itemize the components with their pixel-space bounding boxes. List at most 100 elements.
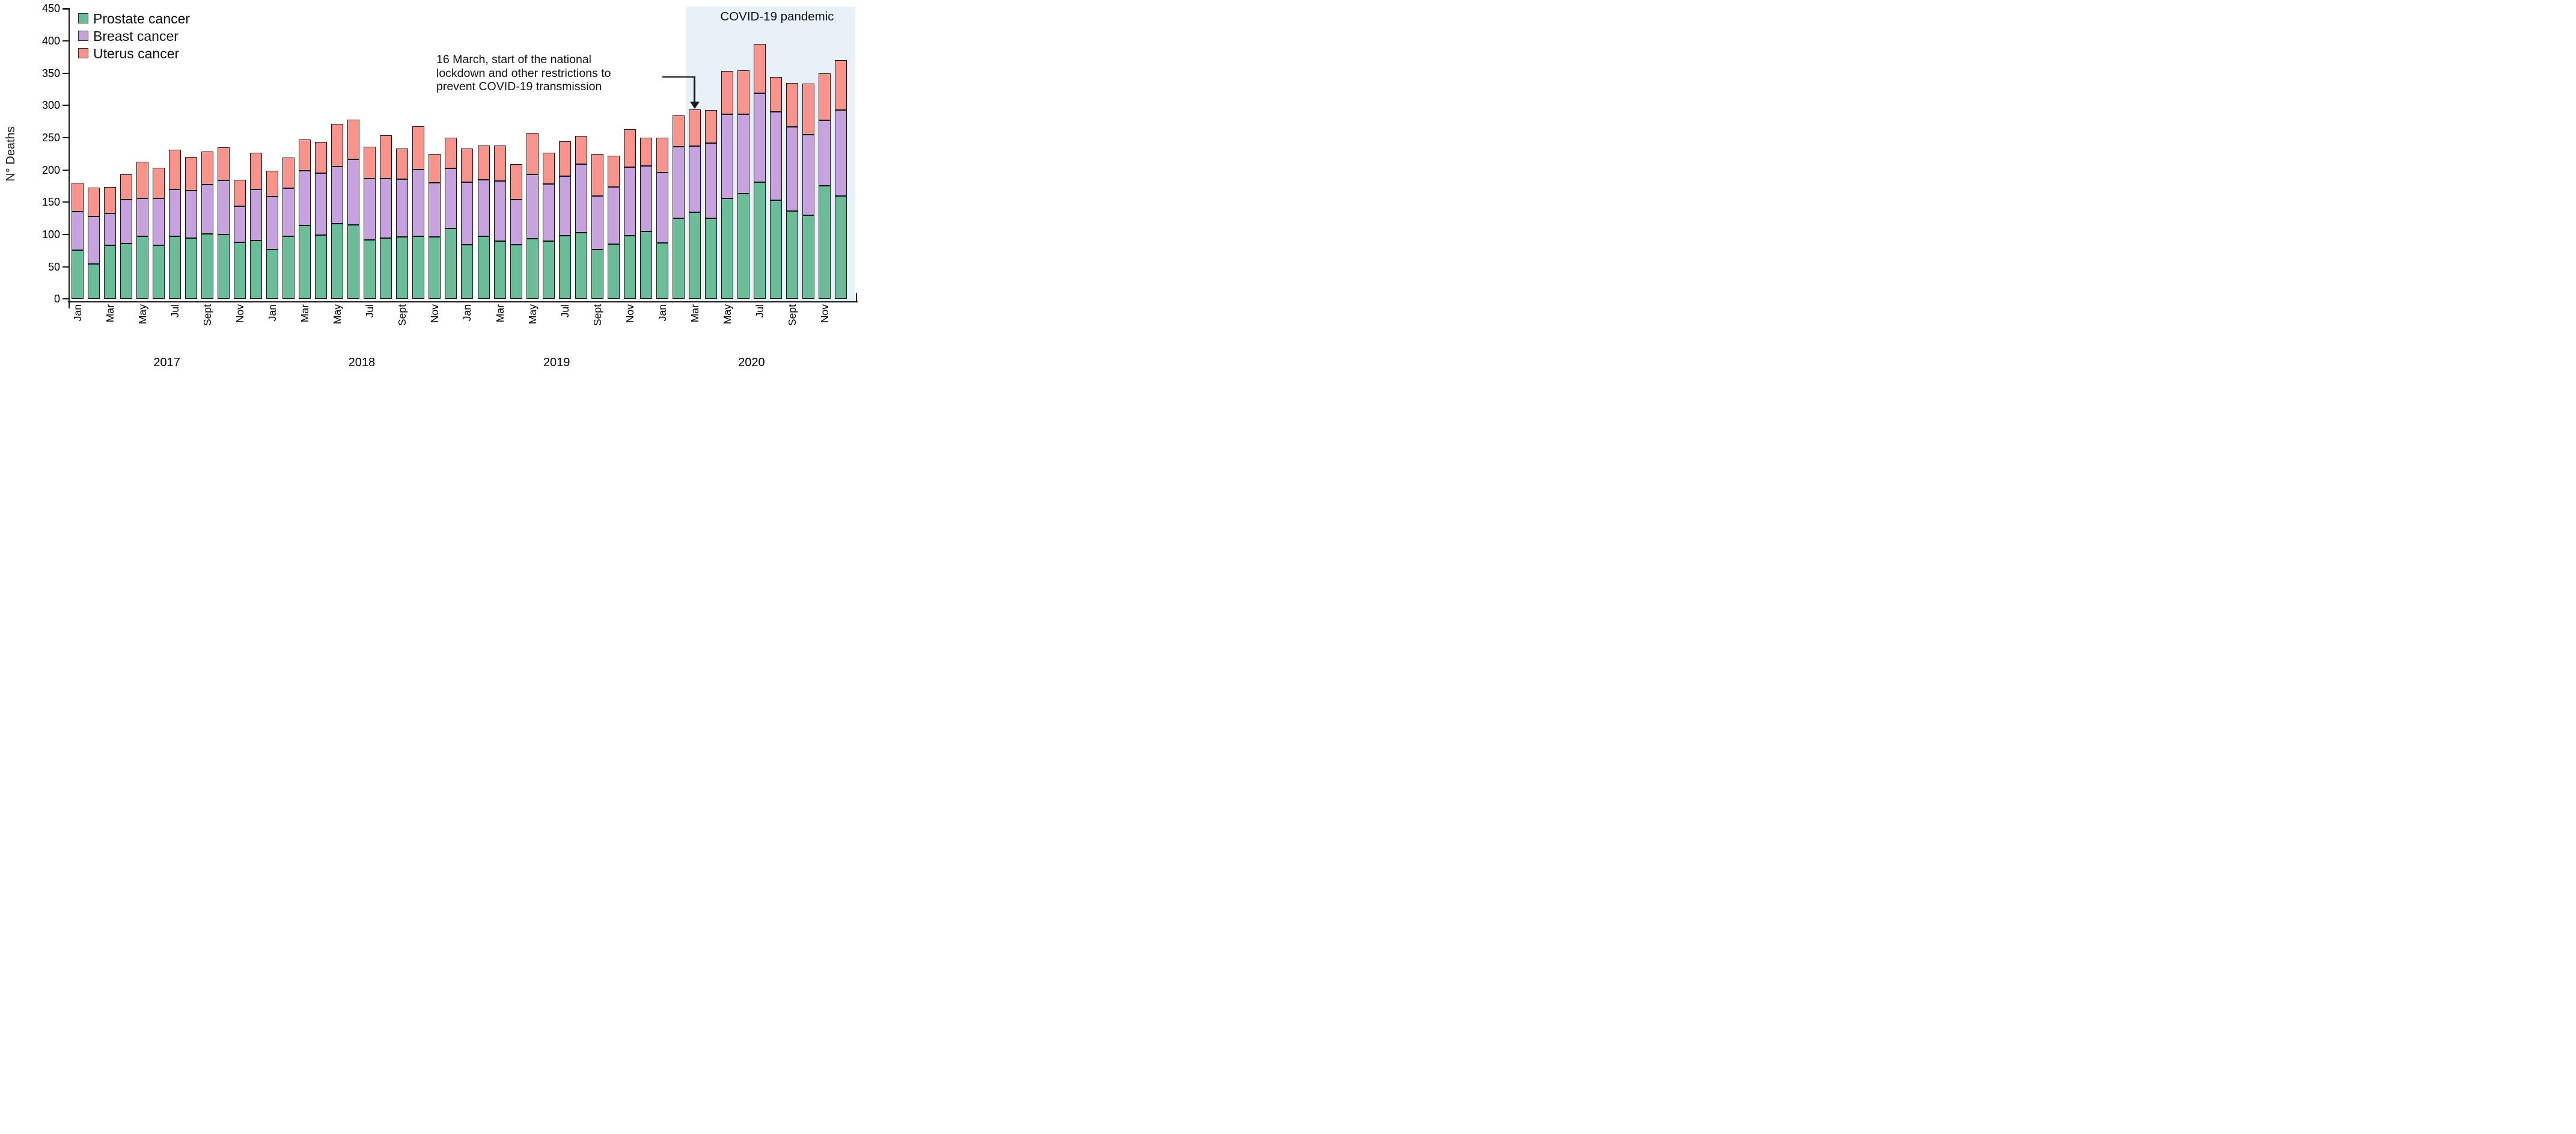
- y-tick-label: 450: [41, 2, 60, 15]
- bar-segment: [104, 213, 117, 246]
- lockdown-arrow-head-icon: [689, 102, 700, 109]
- bar-segment: [120, 200, 133, 244]
- bar-segment: [299, 139, 311, 171]
- bar-segment: [834, 60, 847, 110]
- bar-segment: [477, 236, 490, 299]
- bar-segment: [88, 264, 100, 299]
- month-label: Jul: [169, 304, 182, 318]
- bar-segment: [526, 239, 539, 299]
- bar-segment: [104, 186, 117, 213]
- bar-segment: [591, 195, 603, 250]
- bar-segment: [493, 145, 506, 181]
- bar-segment: [380, 178, 392, 239]
- bar-segment: [493, 241, 506, 299]
- month-label: Jul: [364, 304, 376, 318]
- bar-segment: [477, 145, 490, 180]
- bar-segment: [639, 231, 652, 299]
- year-label: 2019: [543, 356, 570, 369]
- bar-segment: [218, 147, 230, 180]
- bar-segment: [802, 134, 814, 215]
- month-label: Nov: [623, 304, 636, 323]
- bar-segment: [266, 170, 279, 197]
- bar-segment: [153, 245, 165, 299]
- y-tick-label: 250: [41, 131, 60, 144]
- bar-segment: [88, 187, 100, 216]
- bar-segment: [818, 186, 831, 299]
- bar-segment: [185, 238, 198, 299]
- bar-segment: [639, 137, 652, 167]
- y-tick: [62, 8, 69, 10]
- bar-segment: [347, 159, 360, 225]
- bar-segment: [299, 170, 311, 225]
- bar-segment: [575, 164, 587, 233]
- bar-segment: [753, 182, 766, 299]
- bar-segment: [445, 168, 457, 229]
- bar-segment: [282, 188, 295, 237]
- covid-region-label: COVID-19 pandemic: [720, 10, 834, 23]
- bar-segment: [672, 147, 685, 219]
- bar-segment: [639, 166, 652, 231]
- bar-segment: [786, 211, 798, 299]
- lockdown-arrow-horizontal: [662, 76, 695, 78]
- bar-segment: [591, 249, 603, 299]
- y-axis-title: N° Deaths: [4, 126, 17, 182]
- bar-segment: [153, 168, 165, 198]
- bar-segment: [704, 109, 717, 143]
- bar-segment: [429, 183, 441, 238]
- bar-segment: [396, 179, 409, 238]
- y-tick: [62, 105, 69, 106]
- month-label: Mar: [493, 304, 506, 323]
- month-label: Sept: [786, 304, 798, 326]
- bar-segment: [315, 142, 328, 173]
- bar-segment: [575, 135, 587, 164]
- bar-segment: [136, 236, 149, 299]
- bar-segment: [493, 180, 506, 241]
- bar-segment: [721, 198, 733, 299]
- bar-segment: [623, 236, 636, 299]
- bar-segment: [721, 114, 733, 198]
- bar-segment: [347, 119, 360, 160]
- month-label: Mar: [104, 304, 117, 323]
- bar-segment: [429, 153, 441, 183]
- bar-segment: [201, 151, 214, 185]
- bar-segment: [429, 237, 441, 299]
- month-label: May: [526, 304, 539, 325]
- bar-segment: [688, 212, 701, 299]
- bar-segment: [656, 172, 668, 243]
- bar-segment: [672, 115, 685, 147]
- bar-segment: [672, 218, 685, 299]
- legend-item-breast: Breast cancer: [78, 28, 179, 44]
- bar-segment: [704, 143, 717, 219]
- bar-segment: [542, 152, 555, 185]
- bar-segment: [72, 250, 84, 299]
- bar-segment: [607, 186, 620, 245]
- bar-segment: [88, 216, 100, 265]
- bar-segment: [818, 73, 831, 120]
- bar-segment: [656, 137, 668, 173]
- bar-segment: [623, 129, 636, 168]
- y-tick: [62, 201, 69, 203]
- y-tick-label: 400: [41, 34, 60, 47]
- bar-segment: [266, 196, 279, 250]
- bar-segment: [575, 232, 587, 299]
- month-label: Jan: [461, 304, 474, 322]
- bar-segment: [542, 184, 555, 241]
- bar-segment: [802, 83, 814, 135]
- bar-segment: [104, 245, 117, 299]
- lockdown-annotation: 16 March, start of the national lockdown…: [436, 53, 671, 94]
- bar-segment: [510, 245, 522, 299]
- bar-segment: [347, 224, 360, 299]
- bar-segment: [769, 77, 782, 112]
- legend-item-uterus: Uterus cancer: [78, 46, 179, 61]
- bar-segment: [380, 238, 392, 299]
- bar-segment: [461, 182, 474, 245]
- y-tick: [62, 169, 69, 171]
- legend-label: Prostate cancer: [93, 11, 191, 26]
- bar-segment: [753, 44, 766, 93]
- month-label: Sept: [396, 304, 409, 326]
- bar-segment: [299, 225, 311, 299]
- bar-segment: [542, 241, 555, 299]
- month-label: Jan: [72, 304, 84, 322]
- bar-segment: [607, 244, 620, 299]
- bar-segment: [526, 133, 539, 175]
